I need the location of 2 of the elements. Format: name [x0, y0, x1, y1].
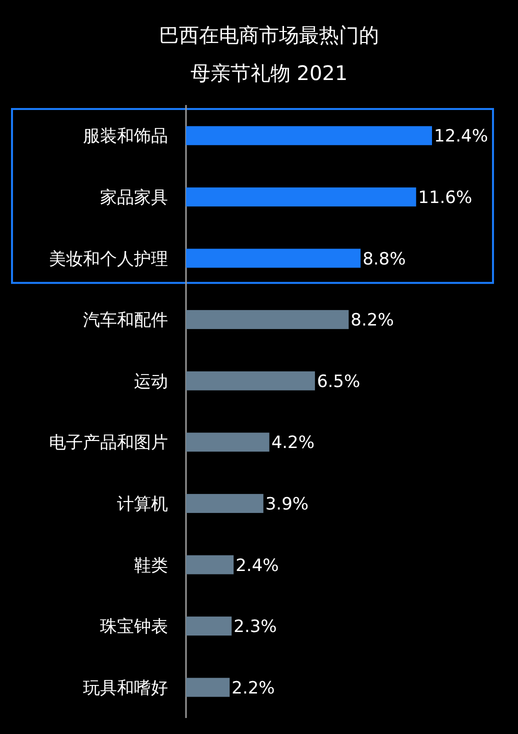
title: 巴西在电商市场最热门的 — [159, 23, 379, 47]
title: 母亲节礼物 2021 — [190, 61, 348, 85]
